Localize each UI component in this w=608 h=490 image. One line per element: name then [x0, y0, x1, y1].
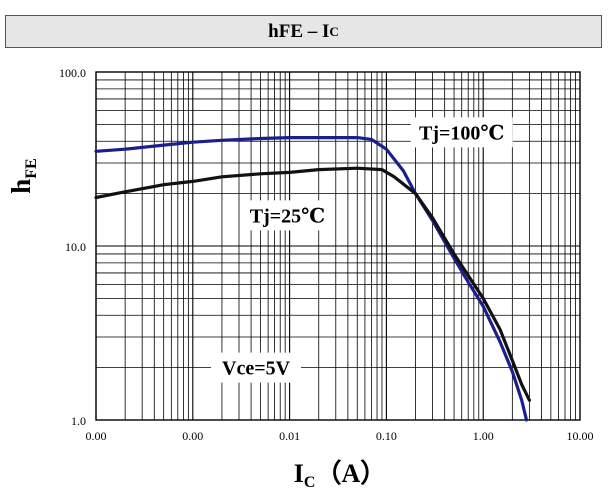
series-line-tj25: [94, 166, 531, 402]
annotation-background: [211, 352, 302, 383]
annotation: Vce=5V: [211, 352, 302, 383]
annotation: Tj=100℃: [410, 117, 513, 148]
x-tick-label: 1.00: [473, 429, 494, 443]
x-axis-label-unit: （A）: [315, 459, 386, 488]
x-tick-label: 0.10: [376, 429, 397, 443]
y-axis-label: hFE: [6, 158, 40, 193]
x-tick-label: 0.01: [279, 429, 300, 443]
y-tick-label: 1.0: [71, 414, 86, 428]
x-axis-label: IC（A）: [294, 459, 386, 490]
y-axis-label-sub: FE: [23, 158, 40, 178]
annotation-label: Tj=25℃: [250, 205, 325, 227]
y-tick-label: 100.0: [59, 66, 86, 80]
annotation-background: [410, 117, 513, 148]
annotation-background: [242, 200, 333, 231]
series-layer: [94, 136, 531, 422]
annotation: Tj=25℃: [242, 200, 333, 231]
annotation-label: Tj=100℃: [419, 122, 504, 144]
x-tick-label: 0.00: [86, 429, 107, 443]
x-axis-label-sub: C: [304, 474, 316, 490]
y-tick-label: 10.0: [65, 240, 86, 254]
tick-labels: 0.00 0.00 0.01 0.10 1.00 10.00 1.0 10.0 100.0: [59, 66, 594, 443]
y-axis-label-main: h: [6, 179, 36, 194]
annotation-label: Vce=5V: [222, 358, 291, 380]
plot-frame: [95, 71, 581, 421]
x-axis-label-main: I: [294, 459, 304, 488]
x-tick-label: 0.00: [182, 429, 203, 443]
chart-title-sub: C: [329, 23, 339, 39]
annotation-layer: Tj=100℃ Tj=25℃ Vce=5V: [211, 117, 513, 383]
chart-title-main: hFE – I: [268, 20, 330, 42]
x-tick-label: 10.00: [567, 429, 594, 443]
series-line-tj100: [94, 136, 529, 422]
grid: [95, 71, 581, 421]
